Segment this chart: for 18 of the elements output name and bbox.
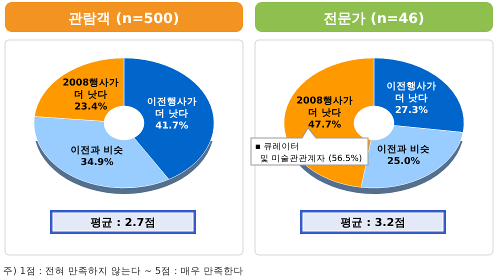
text: 주) 1점 : 전혀 만족하지 않는다 ~ 5점 : 매우 만족한다 — [3, 266, 244, 277]
slice-label: 이전과 비슷 — [70, 145, 124, 156]
data-label: 25.0% — [387, 156, 421, 167]
slice-label: 이전과 비슷 — [376, 144, 430, 155]
slice-label: 2008행사가 더 낫다 — [296, 96, 353, 119]
data-label: 23.4% — [74, 102, 108, 113]
data-label: 27.3% — [394, 104, 428, 116]
text: 평균 : 2.7점 — [90, 216, 156, 229]
chart-title: 전문가 (n=46) — [324, 11, 424, 27]
data-label: 47.7% — [308, 120, 342, 131]
data-label: 41.7% — [155, 120, 189, 132]
chart-title: 관람객 (n=500) — [68, 11, 180, 27]
text: 평균 : 3.2점 — [340, 216, 406, 229]
slice-label: 이전행사가 더 낫다 — [146, 96, 197, 120]
text: ▪ 큐레이터 및 미술관관계자 (56.5%) — [255, 142, 362, 164]
data-label: 34.9% — [80, 157, 114, 168]
slice-label: 이전행사가 더 낫다 — [386, 80, 436, 104]
slice-label: 2008행사가 더 낫다 — [62, 78, 120, 101]
